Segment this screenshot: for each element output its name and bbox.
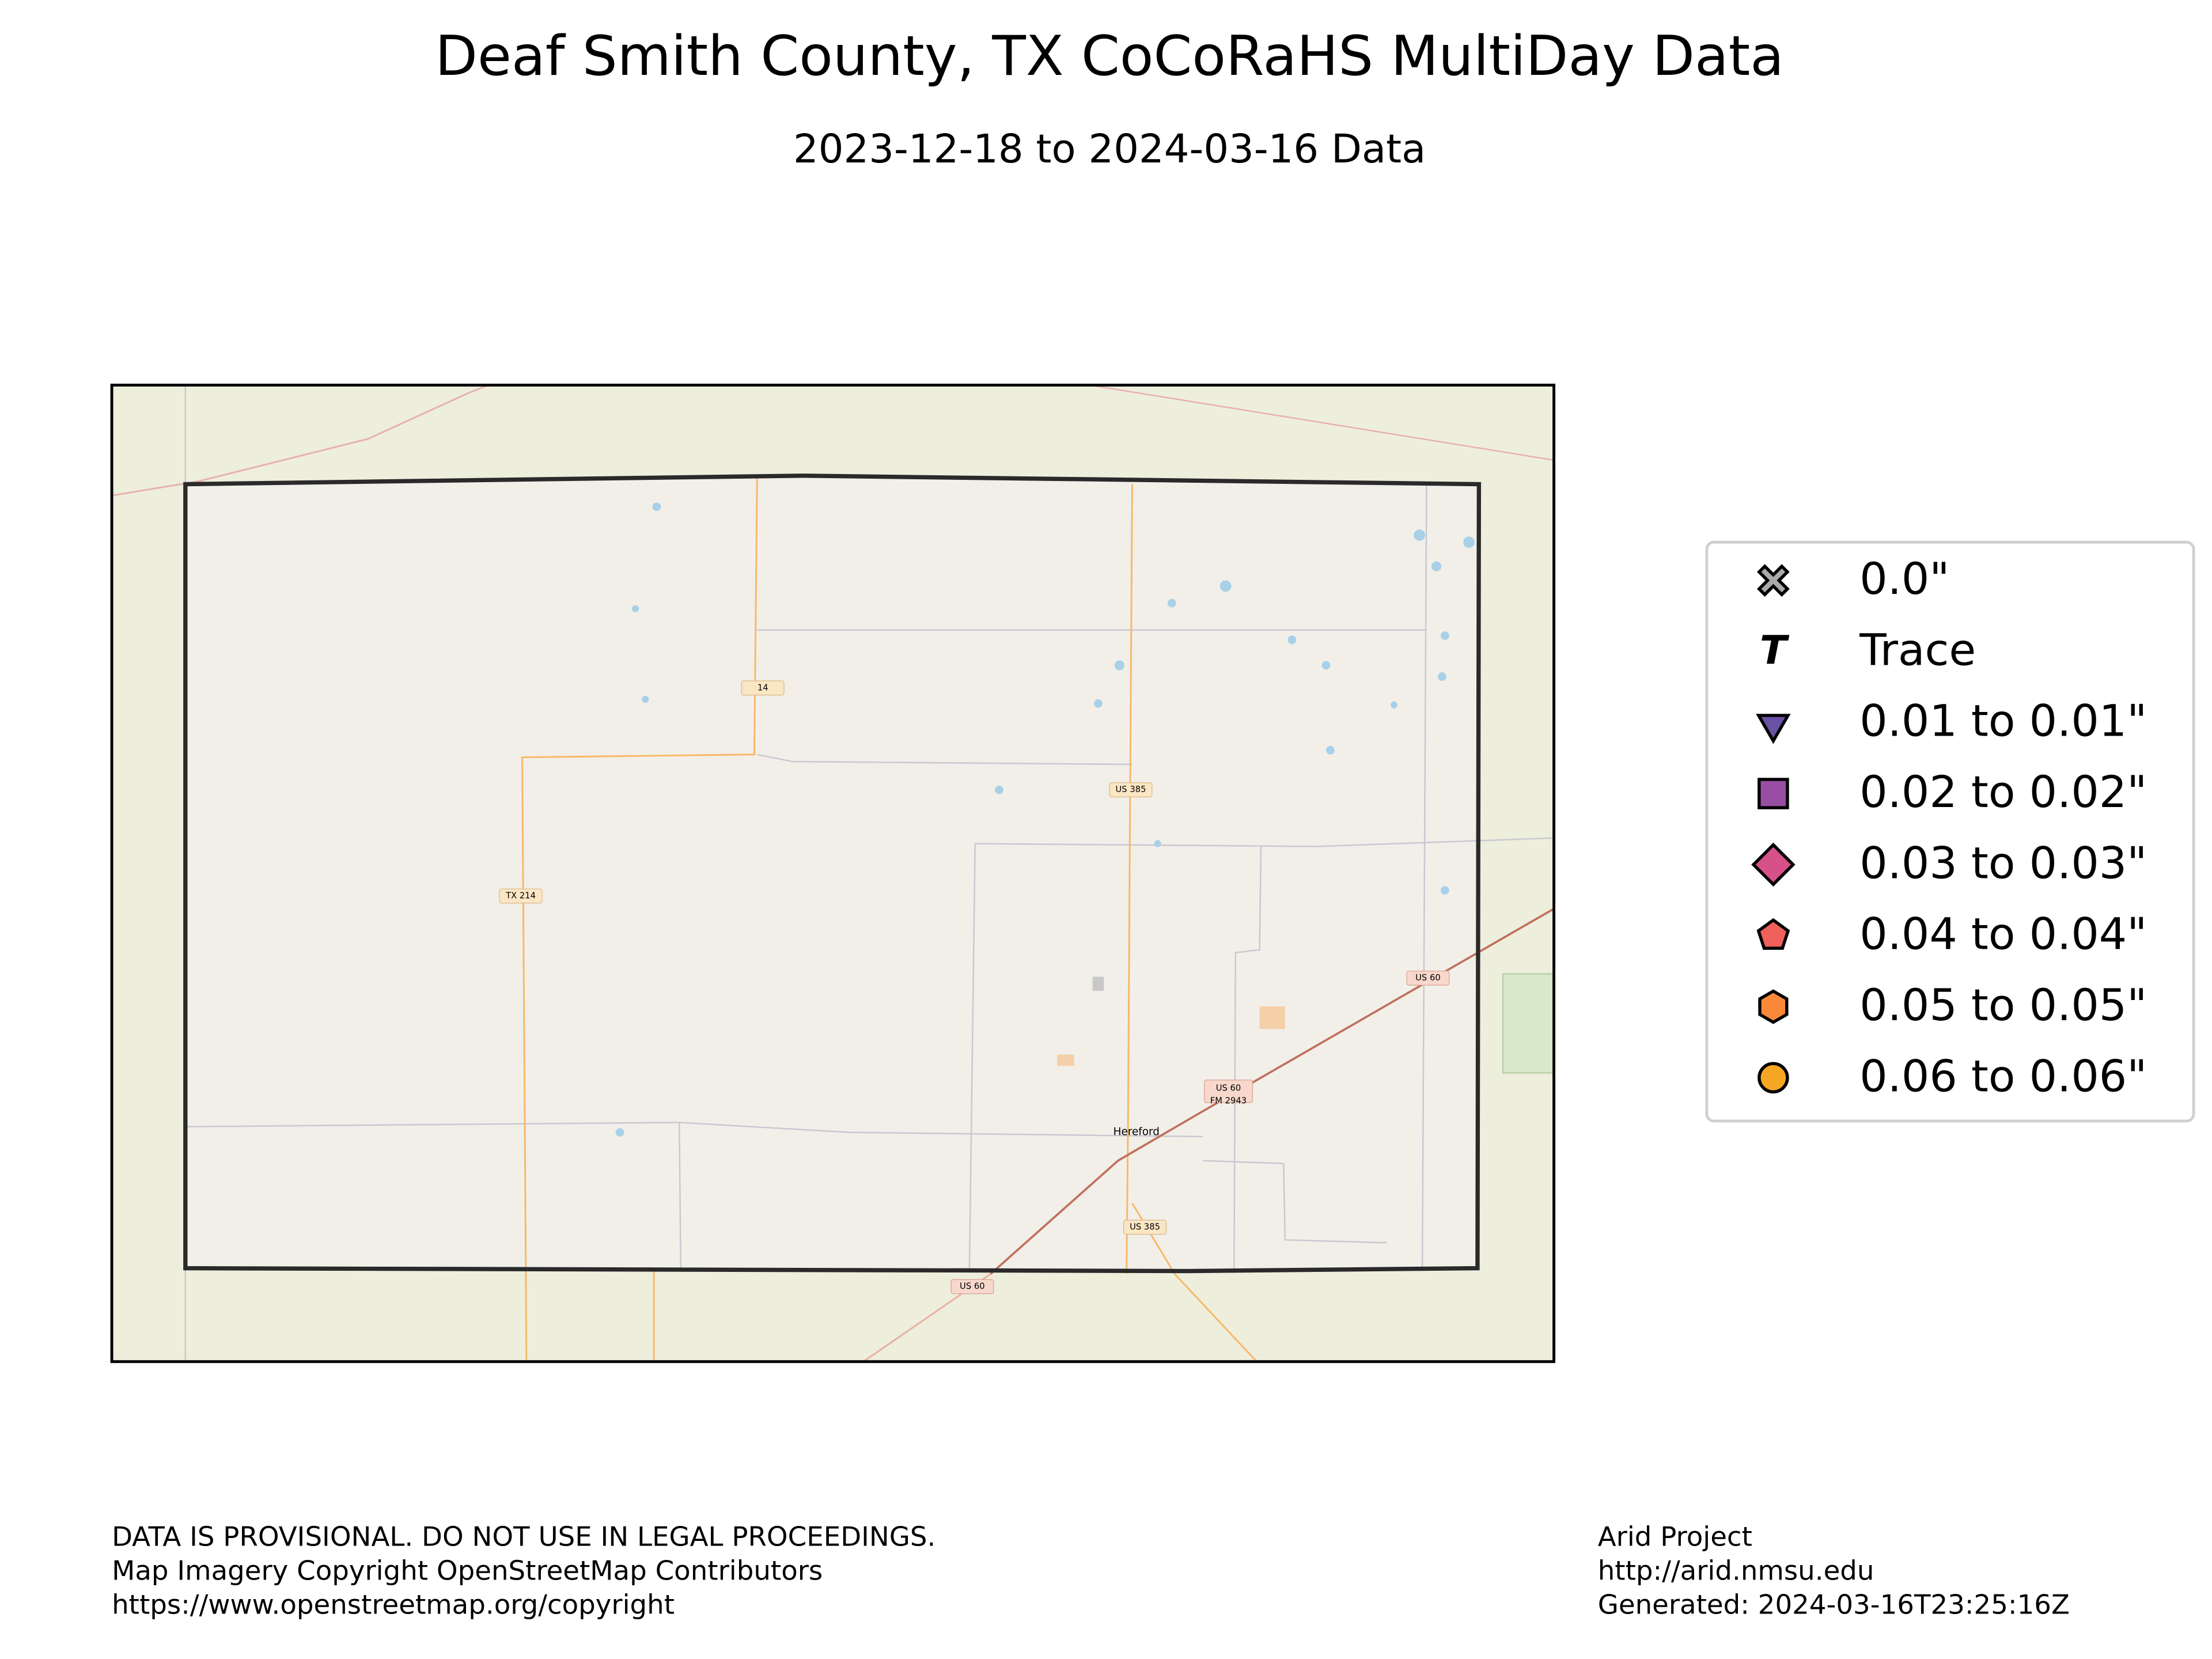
map-label: Hereford: [1113, 1126, 1160, 1138]
map-label: US 385: [1116, 785, 1146, 794]
lakes: [615, 502, 1475, 1137]
i-40: [112, 385, 489, 497]
map-label: FM 2943: [1210, 1096, 1247, 1106]
footer: DATA IS PROVISIONAL. DO NOT USE IN LEGAL…: [112, 1521, 2070, 1620]
legend-label: 0.04 to 0.04": [1859, 908, 2147, 960]
industrial-area: [1259, 1006, 1285, 1029]
legend-box: [1705, 540, 2195, 1123]
legend-label: Trace: [1859, 624, 1976, 675]
highway-ne: [1089, 385, 1554, 461]
legend-label: 0.06 to 0.06": [1859, 1050, 2147, 1101]
subtitle: 2023-12-18 to 2024-03-16 Data: [793, 126, 1426, 172]
industrial-area: [1057, 1054, 1074, 1066]
footer-left-line: Map Imagery Copyright OpenStreetMap Cont…: [112, 1555, 823, 1586]
road-shield: [499, 888, 543, 904]
county-boundary: [183, 474, 1482, 1274]
urban-area: [1092, 976, 1104, 991]
legend-label: 0.0": [1859, 553, 1949, 604]
title: Deaf Smith County, TX CoCoRaHS MultiDay …: [435, 24, 1784, 88]
map-frame: [110, 384, 1556, 1363]
footer-right-line: Arid Project: [1598, 1521, 1752, 1552]
map-labels: US 385 TX 214 14 US 60 US 60 FM 2943 Hereford U…: [499, 680, 1450, 1294]
wildlife-refuge: [1502, 973, 1554, 1074]
marker-circle: [1758, 1062, 1789, 1094]
road-shield: [1109, 782, 1153, 798]
road-shield: [1123, 1219, 1167, 1235]
legend-label: 0.02 to 0.02": [1859, 766, 2147, 817]
footer-left-line: DATA IS PROVISIONAL. DO NOT USE IN LEGAL…: [112, 1521, 935, 1552]
footer-right-line: Generated: 2024-03-16T23:25:16Z: [1598, 1589, 2070, 1620]
footer-left-line: https://www.openstreetmap.org/copyright: [112, 1589, 675, 1620]
marker-x: [1756, 564, 1790, 597]
legend-label: 0.01 to 0.01": [1859, 695, 2147, 747]
county-area: [185, 475, 1479, 1271]
map-label: US 60: [960, 1282, 985, 1291]
road-shield: [741, 680, 785, 696]
map-label: US 60: [1415, 973, 1441, 983]
road-shield: [1406, 971, 1450, 986]
marker-square: [1758, 778, 1789, 809]
map-label: US 60: [1216, 1084, 1241, 1093]
marker-hexagon: [1758, 989, 1789, 1024]
us-60: [990, 907, 1554, 1275]
legend-label: 0.05 to 0.05": [1859, 979, 2147, 1031]
map-label: TX 214: [505, 891, 536, 900]
legend-label: 0.03 to 0.03": [1859, 837, 2147, 888]
map-label: US 385: [1130, 1222, 1160, 1232]
marker-trace: T: [1760, 627, 1790, 673]
marker-triangle: [1756, 714, 1791, 744]
map: US 385 TX 214 14 US 60 US 60 FM 2943 Hereford U…: [110, 384, 1556, 1363]
map-label: 14: [757, 683, 768, 692]
footer-right-line: http://arid.nmsu.edu: [1598, 1555, 1874, 1586]
legend: 0.0" T Trace 0.01 to 0.01" 0.02 to 0.02" 0.03…: [1751, 553, 2147, 1101]
road-shield: [1204, 1080, 1253, 1103]
road-shield: [950, 1279, 994, 1294]
marker-pentagon: [1756, 918, 1790, 950]
marker-diamond: [1751, 842, 1796, 887]
